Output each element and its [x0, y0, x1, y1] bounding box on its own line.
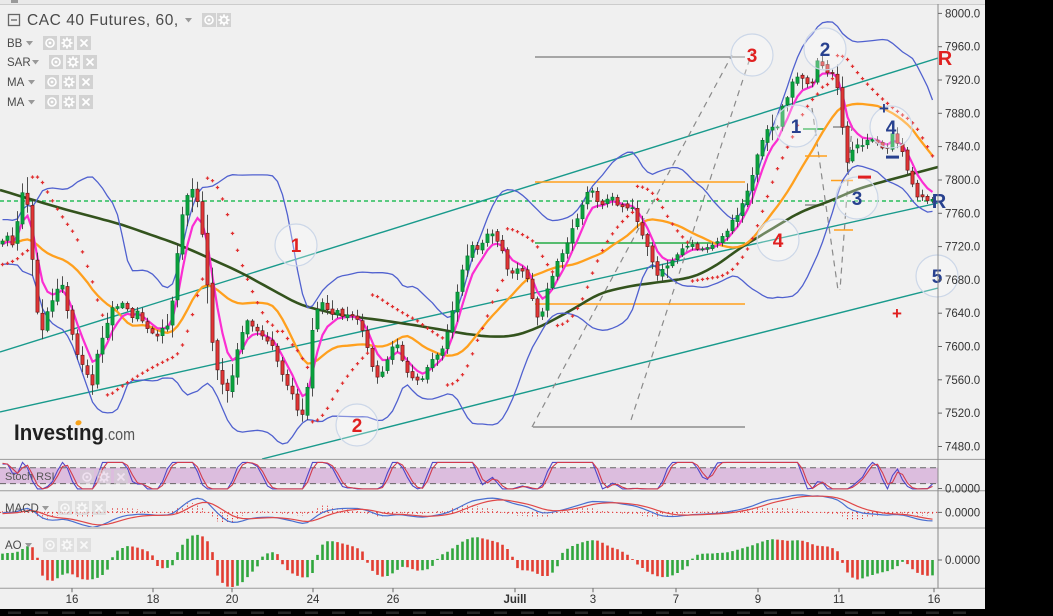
- svg-text:7760.0: 7760.0: [945, 208, 980, 220]
- svg-text:MACD: MACD: [5, 503, 39, 515]
- svg-text:R: R: [938, 48, 953, 70]
- svg-text:7600.0: 7600.0: [945, 342, 980, 354]
- svg-text:Investıng: Investıng: [14, 420, 104, 445]
- svg-text:5: 5: [932, 267, 943, 288]
- svg-text:7800.0: 7800.0: [945, 175, 980, 187]
- svg-text:SAR: SAR: [7, 57, 31, 69]
- svg-text:1: 1: [791, 117, 802, 138]
- svg-text:2: 2: [820, 40, 831, 61]
- svg-text:0.0000: 0.0000: [945, 555, 980, 567]
- svg-text:7480.0: 7480.0: [945, 442, 980, 454]
- svg-text:7720.0: 7720.0: [945, 242, 980, 254]
- svg-text:MA: MA: [7, 97, 25, 109]
- svg-text:7640.0: 7640.0: [945, 308, 980, 320]
- svg-text:CAC 40 Futures, 60,: CAC 40 Futures, 60,: [27, 12, 179, 29]
- svg-text:4: 4: [886, 118, 897, 139]
- svg-text:16: 16: [66, 594, 79, 606]
- svg-text:18: 18: [147, 594, 160, 606]
- svg-text:26: 26: [387, 594, 400, 606]
- svg-text:9: 9: [755, 594, 761, 606]
- svg-text:AO: AO: [5, 540, 22, 552]
- svg-text:7920.0: 7920.0: [945, 75, 980, 87]
- svg-text:24: 24: [307, 594, 320, 606]
- svg-text:Juill: Juill: [503, 594, 526, 606]
- svg-text:Stoch RSI: Stoch RSI: [5, 471, 55, 483]
- svg-text:BB: BB: [7, 38, 23, 50]
- svg-text:0.0000: 0.0000: [945, 507, 980, 519]
- svg-text:8000.0: 8000.0: [945, 8, 980, 20]
- svg-text:MA: MA: [7, 77, 25, 89]
- svg-text:+: +: [892, 304, 902, 323]
- svg-text:1: 1: [291, 236, 302, 257]
- svg-text:7840.0: 7840.0: [945, 142, 980, 154]
- svg-text:3: 3: [852, 189, 863, 210]
- svg-text:16: 16: [928, 594, 941, 606]
- svg-text:+: +: [879, 99, 889, 118]
- svg-text:3: 3: [590, 594, 596, 606]
- svg-text:11: 11: [833, 594, 845, 606]
- svg-text:0.0000: 0.0000: [945, 484, 980, 496]
- svg-text:R: R: [932, 191, 947, 213]
- svg-text:7960.0: 7960.0: [945, 42, 980, 54]
- svg-text:.com: .com: [104, 425, 135, 444]
- svg-text:7680.0: 7680.0: [945, 275, 980, 287]
- svg-text:7560.0: 7560.0: [945, 375, 980, 387]
- svg-text:20: 20: [226, 594, 239, 606]
- svg-text:7880.0: 7880.0: [945, 108, 980, 120]
- svg-text:4: 4: [773, 231, 784, 252]
- svg-text:7520.0: 7520.0: [945, 408, 980, 420]
- svg-text:2: 2: [352, 416, 363, 437]
- svg-text:3: 3: [747, 46, 758, 67]
- svg-text:7: 7: [673, 594, 679, 606]
